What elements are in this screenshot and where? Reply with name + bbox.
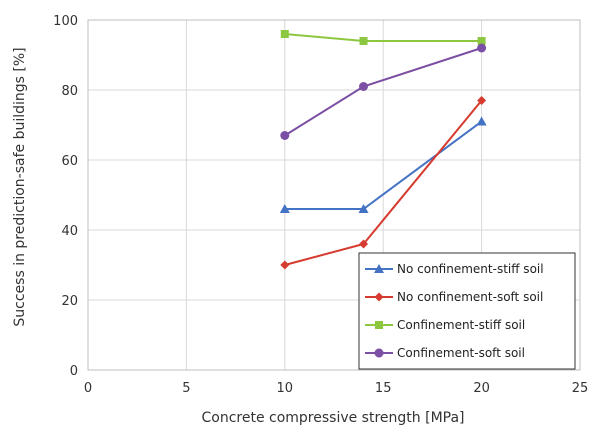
legend-marker bbox=[374, 264, 384, 273]
series-3 bbox=[280, 43, 487, 140]
legend: No confinement-stiff soil No confinement-… bbox=[358, 252, 576, 370]
legend-item: No confinement-stiff soil bbox=[365, 262, 544, 276]
data-point bbox=[280, 260, 290, 270]
y-tick-label: 80 bbox=[61, 84, 78, 99]
y-tick-label: 60 bbox=[61, 154, 78, 169]
legend-item: Confinement-stiff soil bbox=[365, 318, 525, 332]
legend-marker bbox=[375, 321, 383, 329]
data-point bbox=[280, 30, 289, 38]
legend-box bbox=[358, 252, 576, 370]
legend-item: No confinement-soft soil bbox=[365, 290, 543, 304]
legend-label: Confinement-stiff soil bbox=[397, 318, 525, 332]
x-tick-label: 10 bbox=[277, 381, 294, 396]
data-point bbox=[358, 204, 369, 213]
series-1 bbox=[280, 96, 487, 270]
series-group bbox=[279, 30, 487, 270]
data-point bbox=[279, 204, 290, 213]
y-tick-label: 40 bbox=[61, 224, 78, 239]
legend-label: No confinement-stiff soil bbox=[397, 262, 544, 276]
legend-item: Confinement-soft soil bbox=[365, 346, 525, 360]
legend-label: No confinement-soft soil bbox=[397, 290, 543, 304]
y-tick-label: 100 bbox=[53, 14, 78, 29]
x-tick-label: 25 bbox=[572, 381, 589, 396]
x-tick-label: 15 bbox=[375, 381, 392, 396]
data-point bbox=[477, 43, 487, 53]
y-tick-label: 0 bbox=[70, 364, 78, 379]
x-axis-title: Concrete compressive strength [MPa] bbox=[201, 410, 464, 426]
plot-area bbox=[87, 19, 581, 371]
data-point bbox=[359, 37, 368, 45]
legend-label: Confinement-soft soil bbox=[397, 346, 525, 360]
data-point bbox=[477, 96, 487, 105]
x-tick-label: 5 bbox=[182, 381, 190, 396]
legend-marker bbox=[374, 292, 384, 302]
x-tick-label: 0 bbox=[84, 381, 92, 396]
data-point bbox=[280, 131, 290, 140]
grid bbox=[88, 20, 580, 370]
data-point bbox=[359, 82, 369, 91]
data-point bbox=[359, 239, 369, 249]
series-2 bbox=[280, 30, 486, 45]
data-point bbox=[477, 37, 486, 45]
y-tick-label: 20 bbox=[61, 294, 78, 309]
tick-labels: 0 5 10 15 20 25 0 20 40 60 80 100 bbox=[53, 14, 588, 396]
data-point bbox=[476, 116, 487, 126]
x-tick-label: 20 bbox=[473, 381, 490, 396]
series-0 bbox=[279, 116, 487, 213]
y-axis-title: Success in prediction-safe buildings [%] bbox=[12, 47, 28, 326]
legend-marker bbox=[374, 348, 384, 358]
